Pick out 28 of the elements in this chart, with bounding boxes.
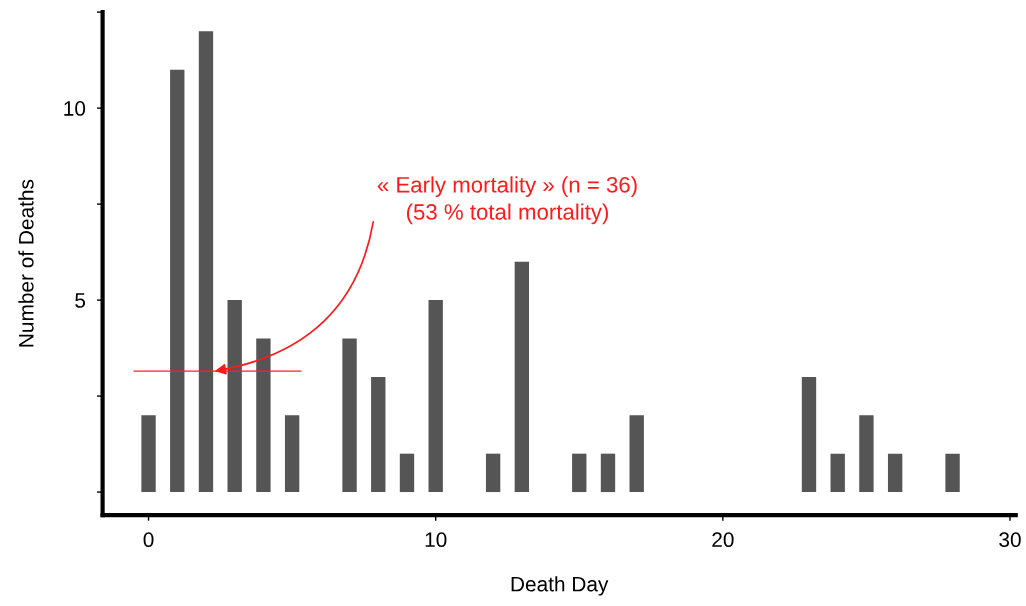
bar (485, 453, 501, 493)
bar (945, 453, 960, 493)
x-tick-label: 30 (999, 532, 1021, 548)
bar (342, 338, 357, 493)
y-axis-title: Number of Deaths (18, 179, 34, 347)
bar (572, 453, 587, 493)
bar (887, 453, 903, 493)
bar (514, 261, 530, 493)
x-tick-label: 0 (143, 532, 154, 548)
bar (428, 300, 443, 493)
annotation: « Early mortality » (n = 36) (53 % total mortality) (377, 176, 637, 225)
bar (629, 415, 644, 493)
bar (371, 376, 386, 493)
x-tick-label: 10 (425, 532, 447, 548)
bar (801, 376, 817, 493)
bar (141, 415, 156, 493)
bar (284, 415, 300, 493)
bar (227, 300, 242, 493)
bar (399, 453, 415, 493)
bar (600, 453, 616, 493)
bar (256, 338, 271, 493)
bar (859, 415, 874, 493)
y-tick-label: 5 (75, 293, 86, 308)
x-axis-title: Death Day (511, 576, 609, 596)
x-tick-label: 20 (712, 532, 734, 548)
bar (198, 31, 214, 493)
bar (830, 453, 845, 493)
bar (170, 69, 185, 493)
